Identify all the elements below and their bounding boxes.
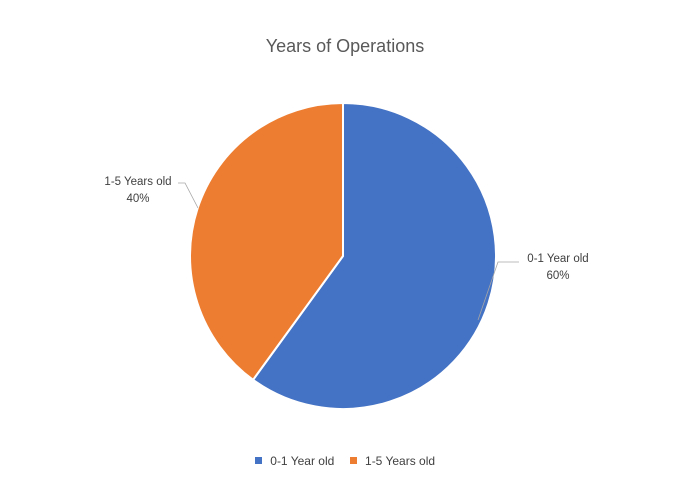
legend-swatch-0-1-year-old [254, 457, 262, 464]
data-label-percent-0: 60% [546, 270, 569, 282]
pie-slice-1-5-years-old [189, 101, 344, 382]
legend: 0-1 Year old 1-5 Years old [0, 454, 690, 468]
legend-label-0-1-year-old: 0-1 Year old [270, 454, 335, 468]
legend-swatch-1-5-years-old [349, 457, 357, 464]
leader-line-0 [477, 261, 519, 321]
pie-slice-0-1-year-old [251, 101, 497, 410]
legend-entry-0-1-year-old: 0-1 Year old [254, 454, 335, 468]
data-label-percent-1: 40% [126, 193, 149, 205]
data-label-category-1: 1-5 Years old [104, 176, 171, 188]
pie-slices [189, 101, 497, 410]
leader-line-1 [178, 182, 199, 209]
data-label-category-0: 0-1 Year old [527, 253, 588, 265]
chart-title: Years of Operations [265, 36, 425, 56]
legend-label-1-5-years-old: 1-5 Years old [365, 454, 436, 468]
leader-lines [178, 182, 519, 321]
legend-entry-1-5-years-old: 1-5 Years old [349, 454, 436, 468]
data-labels: 0-1 Year old 60% 1-5 Years old 40% [104, 176, 588, 282]
